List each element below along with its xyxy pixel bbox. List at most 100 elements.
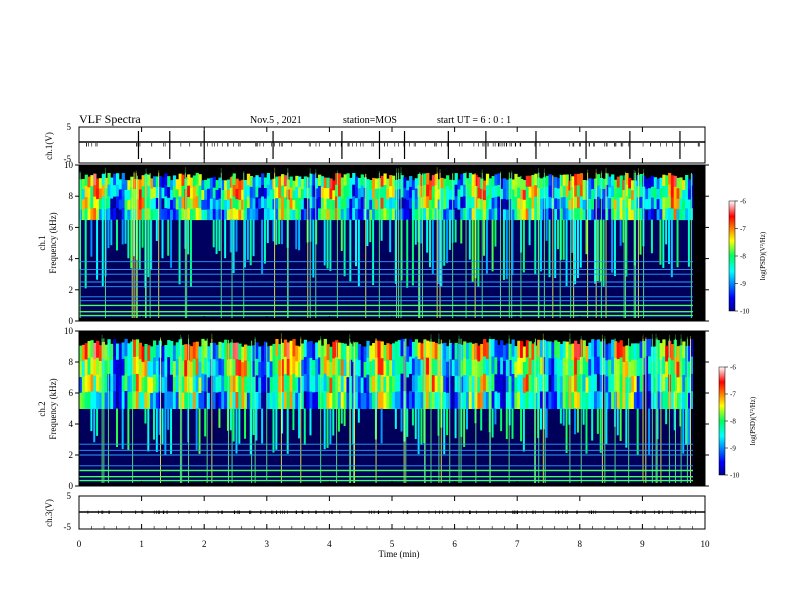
spectrogram-cell (440, 343, 444, 361)
spectrogram-cell (505, 209, 510, 221)
spectrogram-cell (366, 374, 370, 393)
spectrogram-cell (653, 361, 658, 378)
spectrogram-cell (303, 176, 308, 188)
spectrogram-cell (286, 342, 290, 360)
spectrogram-cell (138, 359, 142, 377)
spectrogram-cell (588, 178, 592, 190)
spectrogram-cell (141, 377, 145, 394)
spectrogram-cell (124, 199, 128, 211)
spectrogram-cell (241, 377, 245, 394)
spectrogram-cell (656, 178, 660, 190)
spectrogram-cell (84, 208, 88, 221)
spectrogram-cell (295, 197, 299, 210)
spectrogram-cell (221, 359, 225, 377)
spectrogram-cell (633, 359, 638, 377)
spectrogram-cell (517, 357, 521, 376)
spectrogram-cell (87, 187, 91, 199)
spectrogram-cell (608, 187, 612, 199)
spectrogram-cell (443, 209, 447, 221)
spectrogram-cell (147, 208, 151, 221)
spectrogram-streak (127, 219, 130, 259)
spectrogram-cell (326, 209, 330, 221)
spectrogram-cell (531, 359, 535, 377)
spectrogram-cell (582, 340, 586, 358)
spectrogram-cell (685, 345, 689, 363)
spectrogram-cell (582, 374, 586, 392)
spectrogram-cell (184, 178, 188, 190)
spectrogram-streak (431, 219, 434, 275)
spectrogram-cell (187, 174, 191, 187)
spectrogram-cell (318, 340, 322, 358)
spectrogram-cell (542, 374, 547, 392)
spectrogram-cell (320, 392, 325, 409)
spectrogram-cell (329, 377, 333, 394)
spectrogram-cell (514, 208, 518, 221)
spectrogram-cell (138, 189, 142, 200)
spectrogram-cell (187, 185, 191, 198)
spectrogram-streak (406, 219, 409, 288)
spectrogram-cell (155, 176, 160, 188)
spectrogram-cell (303, 198, 308, 210)
spectrogram-cell (218, 341, 222, 359)
spectrogram-cell (440, 209, 444, 221)
spectrogram-cell (232, 173, 236, 186)
spectrogram-cell (192, 342, 197, 360)
spectrogram-cell (542, 339, 547, 358)
spectrogram-cell (659, 177, 663, 189)
spectrogram-cell (98, 392, 103, 409)
spectrogram-cell (306, 187, 310, 200)
spectrogram-cell (562, 358, 566, 376)
spectrogram-cell (491, 186, 495, 199)
spectrogram-cell (414, 356, 419, 375)
spectrogram-cell (383, 392, 387, 409)
spectrogram-cell (369, 345, 373, 362)
spectrogram-cell (576, 343, 581, 361)
spectrogram-cell (446, 377, 450, 394)
spectrogram-cell (434, 208, 438, 221)
spectrogram-cell (369, 392, 373, 409)
spectrogram-streak (559, 219, 562, 260)
spectrogram-cell (337, 196, 342, 209)
spectrogram-cell (645, 391, 649, 409)
spectrogram-streak (312, 219, 315, 278)
spectrogram-cell (167, 340, 171, 358)
spectrogram-cell (557, 358, 561, 376)
spectrogram-cell (386, 375, 390, 393)
spectrogram-streak (596, 219, 599, 282)
spectrogram-cell (232, 342, 236, 360)
spectrogram-streak (437, 219, 440, 285)
spectrogram-streak (411, 408, 414, 426)
spectrogram-cell (295, 175, 299, 188)
spectrogram-cell (502, 376, 507, 394)
spectrogram-cell (266, 207, 271, 221)
spectrogram-cell (360, 393, 364, 409)
x-axis-ticks: 0 1 2 3 4 5 6 7 8 9 10 (77, 127, 710, 549)
spectrogram-streak (343, 219, 346, 277)
spectrogram-cell (594, 188, 598, 200)
spectrogram-cell (594, 374, 598, 392)
spectrogram-cell (340, 343, 345, 360)
xtick-label: 5 (390, 539, 395, 549)
spectrogram-cell (218, 209, 222, 221)
spectrogram-cell (465, 178, 470, 190)
spectrogram-cell (548, 374, 552, 393)
spectrogram-cell (286, 358, 290, 376)
spectrogram-cell (571, 208, 575, 221)
spectrogram-cell (511, 373, 515, 392)
spectrogram-cell (266, 377, 271, 394)
spectrogram-streak (619, 408, 622, 441)
spectrogram-cell (224, 209, 228, 221)
spectrogram-cell (471, 185, 475, 198)
spectrogram-cell (309, 196, 313, 209)
spectrogram-cell (483, 209, 487, 221)
spectrogram-streak (585, 219, 588, 255)
spectrogram-cell (468, 184, 473, 197)
spectrogram-cell (343, 185, 347, 198)
spectrogram-cell (463, 184, 467, 197)
spectrogram-cell (115, 392, 120, 409)
spectrogram-cell (241, 199, 245, 211)
spectrogram-cell (212, 392, 216, 409)
spectrogram-streak (380, 219, 383, 241)
spectrogram-streak (369, 219, 372, 243)
spectrogram-streak (494, 408, 497, 425)
